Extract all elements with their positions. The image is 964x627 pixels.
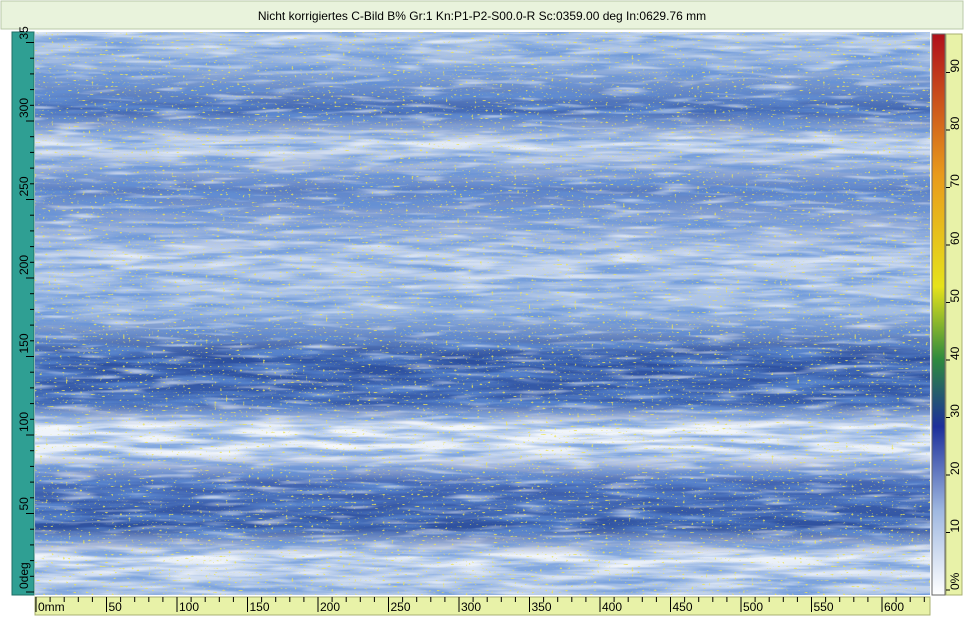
color-scale-label: 30: [948, 404, 962, 418]
left-ruler-label: 0deg: [17, 562, 31, 589]
bottom-ruler-label: 400: [602, 600, 622, 614]
left-ruler-label: 250: [17, 176, 31, 196]
color-scale-label: 90: [948, 59, 962, 73]
color-scale-label: 50: [948, 289, 962, 303]
left-ruler-label: 150: [17, 333, 31, 353]
color-scale-label: 0%: [948, 572, 962, 590]
bottom-ruler: [35, 597, 930, 615]
color-scale-label: 20: [948, 461, 962, 475]
left-ruler-label: 300: [17, 98, 31, 118]
color-scale-label: 70: [948, 174, 962, 188]
color-scale-bar: [932, 34, 945, 595]
bottom-ruler-label: 550: [814, 600, 834, 614]
bottom-ruler-label: 100: [179, 600, 199, 614]
bottom-ruler-label: 250: [391, 600, 411, 614]
bottom-ruler-label: 150: [250, 600, 270, 614]
left-ruler-label: 50: [17, 497, 31, 511]
left-ruler-label: 100: [17, 412, 31, 432]
bottom-ruler-label: 200: [320, 600, 340, 614]
bottom-ruler-label: 350: [532, 600, 552, 614]
bottom-ruler-label: 50: [109, 600, 123, 614]
left-ruler-label: 35: [17, 26, 31, 40]
color-scale-label: 10: [948, 519, 962, 533]
bottom-ruler-label: 300: [461, 600, 481, 614]
color-scale-label: 60: [948, 231, 962, 245]
bottom-ruler-label: 450: [673, 600, 693, 614]
color-scale-label: 40: [948, 346, 962, 360]
bottom-ruler-label: 600: [884, 600, 904, 614]
title: Nicht korrigiertes C-Bild B% Gr:1 Kn:P1-…: [258, 9, 706, 23]
color-scale-label: 80: [948, 116, 962, 130]
bottom-ruler-label: 0mm: [38, 600, 65, 614]
c-scan-window: Nicht korrigiertes C-Bild B% Gr:1 Kn:P1-…: [0, 0, 964, 622]
scan-image: [35, 32, 930, 595]
left-ruler-label: 200: [17, 255, 31, 275]
bottom-ruler-label: 500: [743, 600, 763, 614]
image-specks: [35, 32, 930, 595]
